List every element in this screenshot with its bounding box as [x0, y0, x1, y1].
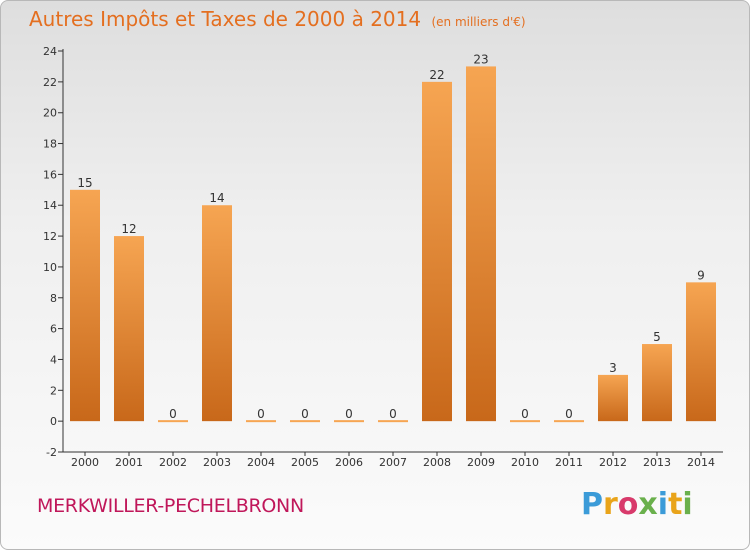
- logo-letter: x: [638, 487, 658, 522]
- y-tick-label: 14: [43, 199, 57, 212]
- data-label: 12: [121, 222, 136, 236]
- bar: [422, 81, 452, 422]
- logo-letter: r: [603, 487, 618, 522]
- bar: [70, 189, 100, 422]
- logo-letter: i: [682, 487, 693, 522]
- data-label: 0: [521, 407, 529, 421]
- x-tick-label: 2002: [159, 456, 187, 469]
- bar: [246, 420, 276, 423]
- bar: [466, 66, 496, 422]
- commune-name: MERKWILLER-PECHELBRONN: [37, 495, 304, 517]
- bar: [510, 420, 540, 423]
- chart-subtitle: (en milliers d'€): [431, 15, 526, 29]
- proxiti-logo: Proxiti: [581, 487, 693, 522]
- chart-title: Autres Impôts et Taxes de 2000 à 2014 (e…: [29, 7, 526, 31]
- data-label: 15: [77, 176, 92, 190]
- x-tick-label: 2011: [555, 456, 583, 469]
- data-label: 3: [609, 361, 617, 375]
- y-tick-label: 2: [50, 384, 57, 397]
- data-label: 22: [429, 68, 444, 82]
- logo-letter: i: [657, 487, 669, 522]
- title-text: Autres Impôts et Taxes de 2000 à 2014: [29, 7, 422, 31]
- data-label: 14: [209, 191, 224, 205]
- bar: [598, 374, 628, 422]
- data-label: 9: [697, 268, 705, 282]
- x-tick-label: 2013: [643, 456, 671, 469]
- logo-letter: t: [668, 487, 683, 522]
- y-tick-label: 12: [43, 230, 57, 243]
- bar: [114, 236, 144, 422]
- data-label: 0: [169, 407, 177, 421]
- x-tick-label: 2000: [71, 456, 99, 469]
- x-tick-label: 2003: [203, 456, 231, 469]
- data-label: 0: [565, 407, 573, 421]
- x-tick-label: 2009: [467, 456, 495, 469]
- data-label: 23: [473, 52, 488, 66]
- x-tick-label: 2012: [599, 456, 627, 469]
- x-tick-label: 2006: [335, 456, 363, 469]
- data-label: 0: [301, 407, 309, 421]
- y-tick-label: 22: [43, 76, 57, 89]
- y-tick-label: 20: [43, 107, 57, 120]
- data-label: 0: [345, 407, 353, 421]
- bar: [158, 420, 188, 423]
- x-tick-label: 2014: [687, 456, 715, 469]
- bar: [202, 205, 232, 422]
- x-tick-label: 2005: [291, 456, 319, 469]
- bar: [378, 420, 408, 423]
- logo-letter: P: [581, 487, 603, 522]
- bar: [554, 420, 584, 423]
- bar: [686, 282, 716, 422]
- x-tick-label: 2007: [379, 456, 407, 469]
- x-tick-label: 2001: [115, 456, 143, 469]
- y-tick-label: 4: [50, 353, 57, 366]
- y-tick-label: 16: [43, 168, 57, 181]
- y-tick-label: 10: [43, 261, 57, 274]
- y-tick-label: 8: [50, 292, 57, 305]
- bar: [334, 420, 364, 423]
- bar: [290, 420, 320, 423]
- x-tick-label: 2008: [423, 456, 451, 469]
- y-tick-label: 0: [50, 415, 57, 428]
- bar: [642, 344, 672, 422]
- data-label: 0: [257, 407, 265, 421]
- data-label: 5: [653, 330, 661, 344]
- y-tick-label: -2: [46, 446, 57, 459]
- y-tick-label: 18: [43, 138, 57, 151]
- y-tick-label: 6: [50, 323, 57, 336]
- data-label: 0: [389, 407, 397, 421]
- y-tick-label: 24: [43, 45, 57, 58]
- x-tick-label: 2010: [511, 456, 539, 469]
- logo-letter: o: [617, 487, 639, 522]
- x-tick-label: 2004: [247, 456, 275, 469]
